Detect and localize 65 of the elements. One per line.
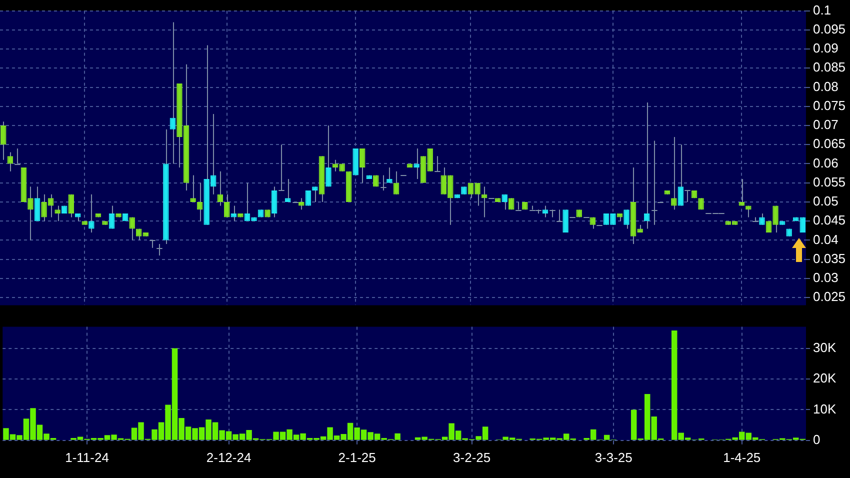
y-tick-label: 0.055: [813, 174, 846, 190]
x-tick-label: 1-4-25: [723, 450, 761, 465]
candlestick: [651, 140, 658, 226]
candlestick: [515, 201, 522, 211]
candlestick: [0, 121, 6, 160]
candlestick: [684, 190, 691, 202]
y-tick-label: 0.085: [813, 60, 846, 75]
candlestick: [305, 190, 312, 206]
candlestick: [380, 174, 387, 191]
y-tick-label: 0.095: [813, 21, 846, 36]
y-tick-label: 0.08: [813, 78, 838, 94]
candlestick: [230, 205, 237, 222]
candlestick: [88, 194, 94, 234]
x-tick-label: 3-3-25: [594, 450, 632, 465]
candlestick: [312, 186, 318, 202]
candlestick: [414, 148, 420, 180]
candlestick: [326, 125, 332, 188]
candlestick: [359, 148, 366, 184]
y-tick-label: 0.07: [813, 117, 838, 132]
x-tick-label: 2-12-24: [206, 450, 252, 465]
y-tick-label: 0.05: [813, 194, 838, 209]
candlestick: [738, 178, 745, 206]
y-tick-label: 30K: [813, 340, 836, 355]
y-tick-label: 10K: [813, 401, 836, 416]
candlestick: [278, 144, 285, 191]
candlestick: [14, 148, 21, 165]
x-tick-label: 3-2-25: [453, 450, 491, 465]
candlestick: [434, 156, 441, 172]
y-tick-label: 20K: [813, 370, 836, 386]
candlestick: [217, 170, 224, 206]
candlestick: [170, 22, 176, 164]
candlestick: [386, 167, 392, 184]
candlestick: [671, 136, 677, 210]
candlestick: [54, 205, 60, 222]
candlestick: [149, 240, 156, 248]
candlestick: [129, 216, 135, 241]
candlestick: [393, 170, 400, 195]
candlestick: [7, 152, 14, 172]
y-tick-label: 0.06: [813, 155, 838, 170]
y-tick-label: 0: [813, 432, 820, 447]
y-tick-label: 0.04: [813, 232, 838, 247]
candlestick: [224, 194, 230, 218]
y-tick-label: 0.09: [813, 40, 838, 56]
y-tick-label: 0.075: [813, 98, 846, 113]
candlestick: [556, 209, 563, 222]
y-tick-label: 0.03: [813, 270, 838, 286]
candlestick: [190, 174, 196, 202]
candlestick: [644, 102, 650, 230]
candlestick: [752, 216, 759, 222]
y-tick-label: 0.1: [813, 2, 832, 18]
x-tick-label: 1-11-24: [65, 450, 109, 465]
candlestick: [502, 194, 508, 210]
candlestick: [68, 194, 74, 218]
y-tick-label: 0.025: [813, 289, 846, 304]
y-tick-label: 0.045: [813, 212, 846, 228]
candlestick: [196, 182, 203, 222]
y-tick-label: 0.035: [813, 250, 846, 266]
candlestick: [34, 186, 40, 222]
candlestick: [549, 209, 556, 218]
candlestick: [156, 244, 163, 256]
y-tick-label: 0.065: [813, 136, 846, 152]
x-tick-label: 2-1-25: [338, 450, 376, 465]
candlestick: [284, 178, 291, 202]
candlestick: [624, 209, 630, 230]
candlestick: [108, 205, 115, 230]
